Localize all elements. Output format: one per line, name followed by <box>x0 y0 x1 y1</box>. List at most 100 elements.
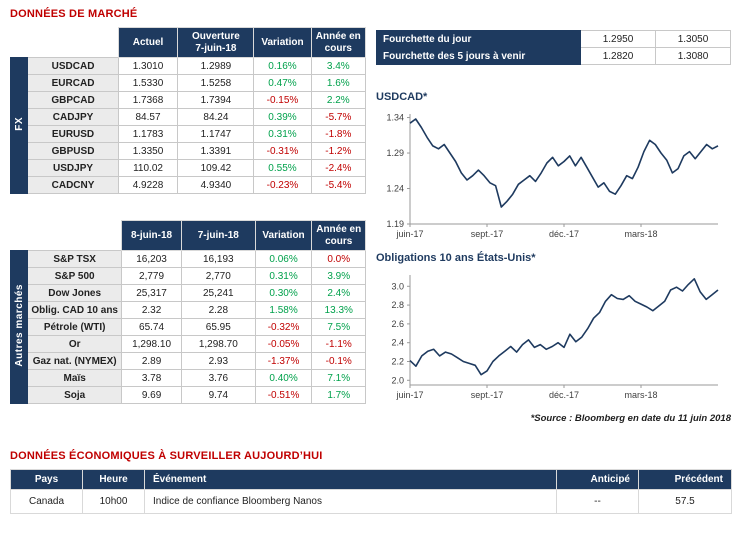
column-header-ytd: Année en cours <box>310 27 367 58</box>
fx-row: EURUSD 1.1783 1.1747 0.31% -1.8% <box>11 125 367 143</box>
corner-cell <box>10 27 119 58</box>
x-tick-label: mars-18 <box>624 390 657 400</box>
actual-value: 1.5330 <box>117 74 179 92</box>
x-tick-label: sept.-17 <box>471 390 504 400</box>
value-date1: 3.78 <box>121 369 182 387</box>
econ-event: Indice de confiance Bloomberg Nanos <box>144 489 557 514</box>
x-tick-label: juin-17 <box>395 390 423 400</box>
column-header-variation: Variation <box>254 220 313 251</box>
variation-value: 0.06% <box>254 250 313 268</box>
range-label: Fourchette du jour <box>376 30 581 48</box>
variation-value: -0.31% <box>253 142 312 160</box>
ytd-value: 3.4% <box>310 57 367 75</box>
report-page: DONNÉES DE MARCHÉ Actuel Ouverture 7-jui… <box>9 8 732 514</box>
y-tick-label: 2.2 <box>391 356 404 366</box>
variation-value: -0.23% <box>253 176 312 194</box>
ytd-value: 1.6% <box>310 74 367 92</box>
ytd-value: 7.1% <box>311 369 366 387</box>
pair-label: EURCAD <box>27 74 119 92</box>
fx-row: USDJPY 110.02 109.42 0.55% -2.4% <box>11 159 367 177</box>
x-tick-label: mars-18 <box>624 229 657 239</box>
asset-label: Soja <box>27 386 123 404</box>
x-tick-label: déc.-17 <box>549 390 579 400</box>
y-tick-label: 2.0 <box>391 375 404 385</box>
y-tick-label: 1.29 <box>386 148 404 158</box>
variation-value: 0.31% <box>253 125 312 143</box>
value-date2: 2.28 <box>180 301 256 319</box>
price-line <box>409 118 719 208</box>
ytd-value: 2.4% <box>311 284 366 302</box>
econ-previous: 57.5 <box>638 489 732 514</box>
asset-label: Or <box>27 335 123 353</box>
economic-events-table: Pays Heure Événement Anticipé Précédent … <box>10 469 732 514</box>
ytd-value: 7.5% <box>311 318 366 336</box>
market-data-title: DONNÉES DE MARCHÉ <box>10 8 138 20</box>
econ-header-row: Pays Heure Événement Anticipé Précédent <box>10 469 732 490</box>
actual-value: 110.02 <box>117 159 179 177</box>
ytd-value: -1.1% <box>311 335 366 353</box>
fx-row: FX USDCAD 1.3010 1.2989 0.16% 3.4% <box>9 57 367 194</box>
usdcad-chart-title: USDCAD* <box>376 91 428 103</box>
value-date2: 2,770 <box>180 267 256 285</box>
variation-value: -0.51% <box>254 386 313 404</box>
fx-row: GBPCAD 1.7368 1.7394 -0.15% 2.2% <box>11 91 367 109</box>
market-row: Autres marchés S&P TSX 16,203 16,193 0.0… <box>9 250 366 404</box>
pair-label: USDJPY <box>27 159 119 177</box>
actual-value: 1.3350 <box>117 142 179 160</box>
pair-label: GBPUSD <box>27 142 119 160</box>
y-tick-label: 1.34 <box>386 113 404 123</box>
market-row: Soja 9.69 9.74 -0.51% 1.7% <box>11 386 366 404</box>
y-tick-label: 1.24 <box>386 184 404 194</box>
top-section: DONNÉES DE MARCHÉ Actuel Ouverture 7-jui… <box>9 8 731 424</box>
fx-row: EURCAD 1.5330 1.5258 0.47% 1.6% <box>11 74 367 92</box>
x-tick-label: sept.-17 <box>471 229 504 239</box>
market-row: S&P 500 2,779 2,770 0.31% 3.9% <box>11 267 366 285</box>
actual-value: 1.3010 <box>117 57 179 75</box>
value-date1: 16,203 <box>121 250 182 268</box>
ytd-value: 2.2% <box>310 91 367 109</box>
value-date2: 25,241 <box>180 284 256 302</box>
ytd-value: -5.7% <box>310 108 367 126</box>
range-high: 1.3050 <box>655 30 731 48</box>
ytd-value: -1.2% <box>310 142 367 160</box>
markets-header-row: 8-juin-18 7-juin-18 Variation Année en c… <box>10 220 366 251</box>
econ-time: 10h00 <box>82 489 145 514</box>
us10y-chart-block: Obligations 10 ans États-Unis* 2.0 2.2 2.4… <box>376 252 731 405</box>
actual-value: 1.1783 <box>117 125 179 143</box>
actual-value: 84.57 <box>117 108 179 126</box>
usdcad-chart: 1.19 1.24 1.29 1.34 juin-17 sept.-17 déc.-17 ma… <box>386 113 719 239</box>
y-tick-label: 3.0 <box>391 281 404 291</box>
x-tick-label: juin-17 <box>395 229 423 239</box>
ytd-value: 3.9% <box>311 267 366 285</box>
usdcad-chart-block: USDCAD* 1.19 1.24 1.29 1.34 juin-17 sept.-17 d… <box>376 91 731 244</box>
asset-label: Dow Jones <box>27 284 123 302</box>
ytd-value: -1.8% <box>310 125 367 143</box>
range-low: 1.2820 <box>580 47 656 65</box>
column-header-variation: Variation <box>253 27 312 58</box>
fx-row: CADJPY 84.57 84.24 0.39% -5.7% <box>11 108 367 126</box>
variation-value: 0.39% <box>253 108 312 126</box>
value-date2: 3.76 <box>180 369 256 387</box>
price-line <box>409 278 719 376</box>
markets-table: 8-juin-18 7-juin-18 Variation Année en c… <box>9 220 366 404</box>
variation-value: 0.30% <box>254 284 313 302</box>
open-value: 1.7394 <box>177 91 255 109</box>
value-date1: 2.32 <box>121 301 182 319</box>
corner-cell <box>10 220 122 251</box>
x-tick-label: déc.-17 <box>549 229 579 239</box>
fx-header-row: Actuel Ouverture 7-juin-18 Variation Ann… <box>10 27 367 58</box>
fx-group-label: FX <box>13 117 25 131</box>
range-row: Fourchette des 5 jours à venir 1.2820 1.… <box>376 47 731 65</box>
ytd-value: 0.0% <box>311 250 366 268</box>
variation-value: 1.58% <box>254 301 313 319</box>
open-value: 1.1747 <box>177 125 255 143</box>
value-date2: 9.74 <box>180 386 256 404</box>
value-date2: 2.93 <box>180 352 256 370</box>
ytd-value: 13.3% <box>311 301 366 319</box>
asset-label: Pétrole (WTI) <box>27 318 123 336</box>
asset-label: S&P 500 <box>27 267 123 285</box>
market-row: Pétrole (WTI) 65.74 65.95 -0.32% 7.5% <box>11 318 366 336</box>
variation-value: -0.15% <box>253 91 312 109</box>
left-column: DONNÉES DE MARCHÉ Actuel Ouverture 7-jui… <box>9 8 367 424</box>
ranges-table: Fourchette du jour 1.2950 1.3050 Fourche… <box>376 30 731 65</box>
